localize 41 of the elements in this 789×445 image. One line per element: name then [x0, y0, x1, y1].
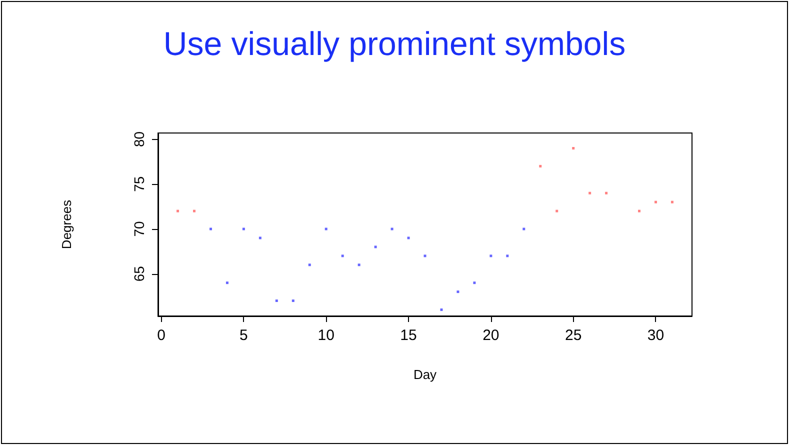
point — [588, 192, 592, 194]
point — [539, 164, 542, 168]
point — [670, 200, 674, 204]
point — [258, 236, 262, 240]
point — [424, 254, 426, 258]
y-tick-label: 70 — [131, 220, 147, 237]
point — [176, 210, 180, 212]
point — [209, 228, 212, 230]
point — [324, 228, 328, 230]
y-tick-label: 80 — [131, 131, 147, 148]
point — [506, 254, 509, 258]
x-tick-label: 30 — [647, 327, 664, 344]
point — [358, 264, 360, 266]
point — [226, 282, 228, 284]
x-tick-label: 10 — [318, 327, 334, 344]
x-tick-label: 25 — [564, 327, 582, 344]
x-tick-label: 5 — [240, 327, 248, 344]
point — [242, 228, 245, 230]
point — [456, 290, 460, 294]
point — [341, 254, 344, 258]
point — [556, 210, 558, 212]
x-tick-label: 15 — [400, 327, 417, 344]
y-tick-label: 75 — [131, 176, 147, 192]
point — [654, 200, 657, 204]
point — [638, 210, 641, 212]
point — [605, 192, 608, 194]
chart-title: Use visually prominent symbols — [163, 25, 626, 62]
point — [193, 210, 196, 212]
point — [473, 282, 476, 284]
point — [522, 228, 526, 230]
point — [374, 246, 377, 248]
point — [490, 254, 492, 258]
y-axis-title: Degrees — [59, 199, 74, 250]
point — [390, 228, 394, 230]
x-axis-title: Day — [413, 367, 438, 382]
point — [407, 236, 410, 240]
point — [308, 264, 311, 266]
point — [440, 308, 443, 311]
x-tick-label: 20 — [482, 327, 500, 344]
x-tick-label: 0 — [157, 327, 166, 344]
y-tick-label: 65 — [131, 266, 147, 282]
